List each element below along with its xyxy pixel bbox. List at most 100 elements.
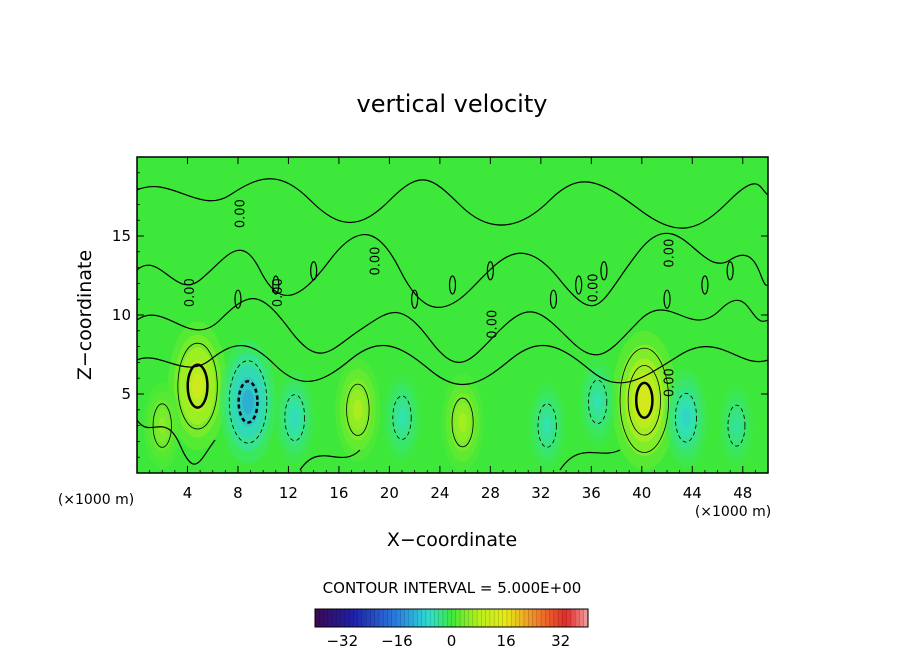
colorbar-segment [468,609,474,627]
downdraft-cell-11-shade-4 [733,417,740,434]
contour-zero-label: 0.00 [183,278,198,307]
x-axis-ticks: 4 8 12 16 20 24 28 32 36 40 44 48 [149,157,756,502]
contour-zero-label: 0.00 [662,239,677,268]
colorbar-segment [498,609,504,627]
colorbar-segment [442,609,448,627]
colorbar-segment [549,609,555,627]
zero-contour-2 [137,178,768,229]
colorbar-tick-label: 16 [497,632,516,650]
colorbar-segment [396,609,401,627]
colorbar-segment [421,609,427,627]
y-axis-ticks: 5 10 15 [112,172,768,458]
colorbar-segment [447,609,453,627]
colorbar-tick-label: 0 [447,632,457,650]
contour-lines: 0.00 0.00 0.00 0.00 0.00 0.00 0.00 0.00 [137,178,768,471]
small-cell-contour-1 [272,275,280,295]
x-tick-label: 8 [233,484,243,502]
colorbar-segment [438,609,444,627]
colorbar-segment [353,609,359,627]
updraft-contour-0-2 [186,363,209,409]
x-tick-label: 40 [632,484,651,502]
colorbar-segment [340,609,346,627]
small-cell-contour-11 [726,261,734,281]
contour-zero-label: 0.00 [486,310,501,339]
colorbar-segment [361,609,367,627]
small-cell-contour-6 [549,289,558,309]
colorbar-segment [515,609,521,627]
y-tick-label: 15 [112,227,131,245]
colorbar-segment [460,609,465,627]
colorbar-segment [327,609,333,627]
x-tick-label: 12 [279,484,298,502]
colorbar-segment [370,609,376,627]
colorbar-tick-label: −16 [381,632,413,650]
y-axis-label: Z−coordinate [74,250,96,380]
colorbar-segment [481,609,487,627]
downdraft-contour-9-1 [588,379,608,425]
colorbar-segment [541,609,546,627]
colorbar-segment [511,609,517,627]
colorbar-segment [536,609,542,627]
colorbar-segment [323,609,329,627]
updraft-cell-0-shade-4 [191,373,204,399]
updraft-cell-2-shade-4 [458,412,467,433]
x-tick-label: 4 [183,484,193,502]
downdraft-contour-10-1 [674,392,697,443]
downdraft-contour-6-1 [284,394,306,442]
updraft-cell-4-shade-4 [158,416,166,435]
x-tick-label: 48 [733,484,752,502]
colorbar-segment [315,609,320,627]
colorbar-segment [485,609,491,627]
colorbar [314,609,589,627]
small-cell-contour-7 [575,275,583,295]
colorbar-frame [314,608,589,628]
downdraft-cell-7-shade-4 [398,408,406,427]
x-tick-label: 32 [531,484,550,502]
colorbar-segment [332,609,337,627]
colorbar-segment [425,609,431,627]
colorbar-segment [570,609,576,627]
plot-area: 0.00 0.00 0.00 0.00 0.00 0.00 0.00 0.00 [137,157,768,473]
colorbar-segment [344,609,350,627]
colorbar-segment [387,609,393,627]
downdraft-cell-6-shade-4 [290,408,299,427]
colorbar-segment [528,609,534,627]
contour-zero-label: 0.00 [271,278,286,307]
colorbar-segment [366,609,372,627]
velocity-cells [143,321,754,472]
colorbar-segment [502,609,508,627]
colorbar-segment [451,609,457,627]
small-cell-contour-0 [234,289,242,309]
zero-contour-3 [137,345,768,385]
zero-contour-4 [137,419,621,471]
x-unit-left: (×1000 m) [58,492,134,508]
small-cell-contour-4 [448,275,457,295]
updraft-cell-1-shade-4 [353,399,363,421]
small-cell-contour-8 [600,261,608,281]
colorbar-segment [583,609,589,627]
downdraft-cell-5-shade-4 [242,389,254,415]
colorbar-segment [506,609,512,627]
downdraft-contour-5-2 [237,380,259,424]
colorbar-segment [336,609,342,627]
downdraft-cell-10-shade-4 [681,407,691,428]
contour-zero-label: 0.00 [368,247,383,276]
colorbar-segment [430,609,436,627]
colorbar-segment [349,609,354,627]
x-unit-right: (×1000 m) [695,504,771,520]
downdraft-contour-5-1 [228,360,268,444]
colorbar-ticks: −32 −16 0 16 32 [326,632,570,650]
updraft-contour-0-1 [177,342,218,430]
updraft-contour-3-1 [619,347,670,453]
downdraft-contour-7-1 [392,395,412,440]
chart-title: vertical velocity [357,90,548,118]
x-axis-label: X−coordinate [387,529,517,551]
y-tick-label: 10 [112,306,131,324]
updraft-contour-3-3 [634,381,654,419]
colorbar-segment [553,609,559,627]
x-tick-label: 44 [683,484,702,502]
colorbar-segment [524,609,529,627]
colorbar-segment [404,609,410,627]
colorbar-segment [575,609,581,627]
